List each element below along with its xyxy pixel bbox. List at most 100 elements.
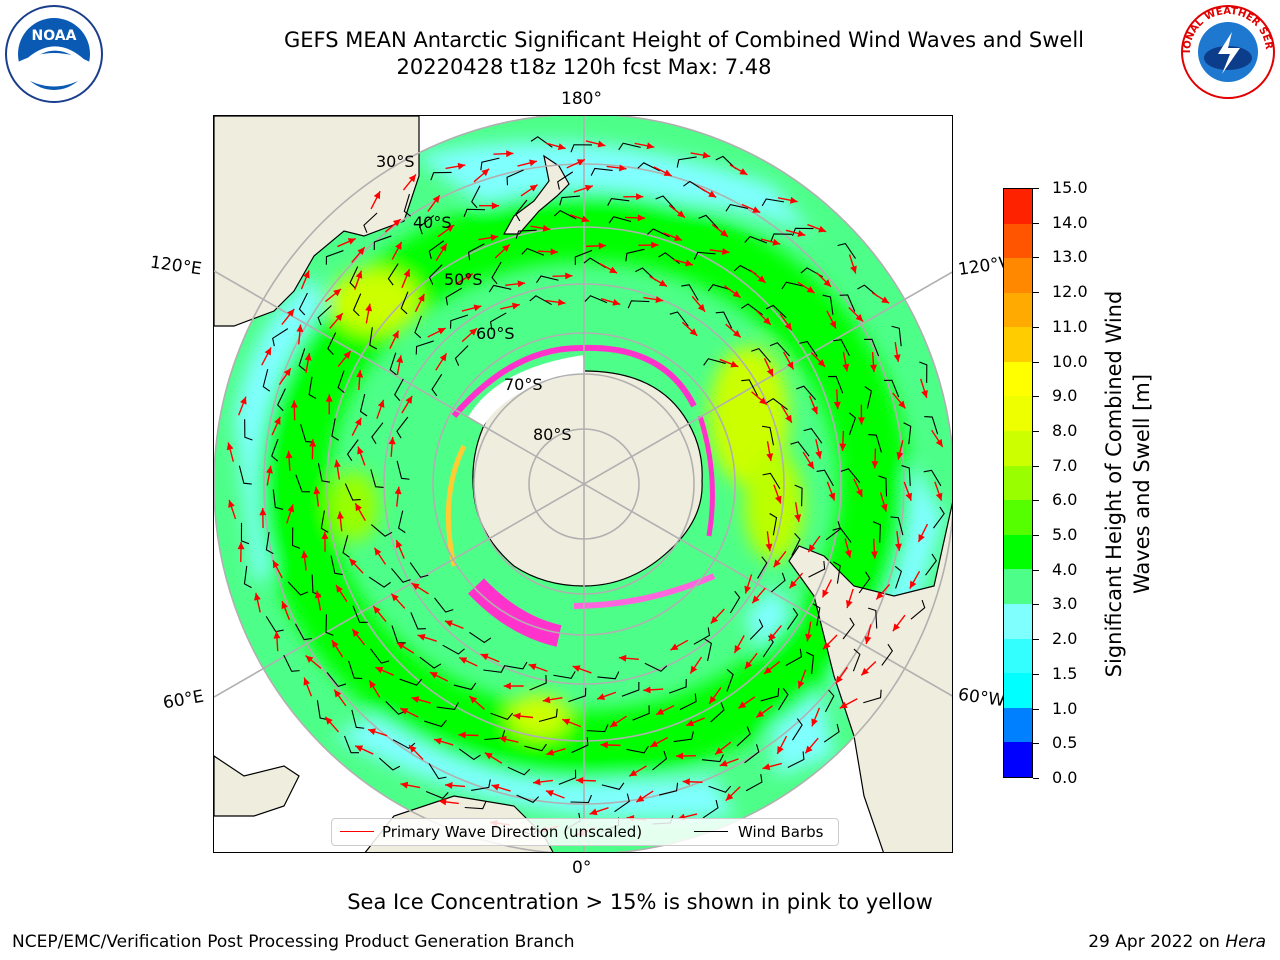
wave-arrow-head xyxy=(281,601,289,610)
wind-barb xyxy=(538,708,558,723)
wave-arrow-head xyxy=(335,313,343,321)
wave-arrow-head xyxy=(417,634,426,641)
footer-date-text: 29 Apr 2022 on xyxy=(1088,932,1226,952)
wind-barb xyxy=(387,263,399,286)
colorbar-segment xyxy=(1004,604,1032,639)
colorbar-tick xyxy=(1033,430,1039,432)
wave-arrow-head xyxy=(321,531,329,539)
wave-arrow-head xyxy=(677,210,685,218)
wind-barb xyxy=(352,605,368,624)
wind-barb xyxy=(396,460,410,480)
wave-arrow-head xyxy=(254,592,261,601)
wind-barb xyxy=(337,370,345,394)
wave-arrow-head xyxy=(663,169,672,176)
wind-barb xyxy=(469,631,492,644)
wave-arrow-head xyxy=(459,657,468,664)
lat-label-60s: 60°S xyxy=(476,324,515,343)
wind-barb xyxy=(445,287,462,306)
wave-arrow-head xyxy=(575,776,584,784)
wave-arrow-head xyxy=(513,712,521,720)
wave-arrow-head xyxy=(228,499,235,508)
wave-arrow-head xyxy=(797,680,805,689)
wind-barb xyxy=(778,687,789,711)
wave-arrow-head xyxy=(498,735,507,743)
wind-barb xyxy=(536,275,559,283)
wave-arrow-head xyxy=(437,328,446,335)
wave-arrow-head xyxy=(240,396,247,405)
wave-arrow-head xyxy=(417,293,425,302)
wave-arrow-head xyxy=(845,600,853,608)
colorbar-tick xyxy=(1033,535,1039,537)
wave-arrow-head xyxy=(766,453,774,461)
wind-barb xyxy=(453,682,477,691)
wind-barb xyxy=(265,616,284,633)
wind-barb xyxy=(490,712,514,720)
wave-arrow-head xyxy=(600,741,608,749)
wave-arrow-head xyxy=(935,438,943,447)
wave-arrow-head xyxy=(392,219,401,227)
wave-arrow-head xyxy=(354,417,362,426)
wind-barb xyxy=(652,750,668,771)
wave-arrow-head xyxy=(473,304,482,312)
wave-arrow-head xyxy=(823,641,831,650)
wind-barb xyxy=(431,373,443,397)
wave-arrow-head xyxy=(784,322,792,331)
lon-label-0: 0° xyxy=(572,858,592,878)
wave-arrow-head xyxy=(325,394,333,402)
wave-arrow-head xyxy=(336,511,344,519)
wave-arrow-head xyxy=(651,241,659,249)
wind-barb xyxy=(839,294,856,312)
noaa-logo-text: NOAA xyxy=(32,28,77,44)
wave-arrow-head xyxy=(857,417,865,425)
wave-arrow-head xyxy=(457,162,466,170)
wave-direction-legend-line xyxy=(340,831,374,832)
wave-arrow-head xyxy=(581,215,590,223)
colorbar-segment xyxy=(1004,292,1032,328)
wave-arrow-head xyxy=(296,324,304,333)
wind-barb xyxy=(570,794,593,804)
colorbar-segment xyxy=(1004,361,1032,397)
wind-barb xyxy=(434,597,454,613)
wave-direction-arrows xyxy=(226,140,944,836)
wind-barb xyxy=(470,779,491,791)
wave-arrow-head xyxy=(357,247,365,255)
wind-barb xyxy=(344,483,361,501)
wave-arrow-head xyxy=(368,728,376,736)
wind-barb xyxy=(806,651,815,674)
wind-barb xyxy=(715,311,733,329)
wind-barb xyxy=(852,648,861,672)
wave-arrow-head xyxy=(675,752,684,760)
wave-arrow-head xyxy=(396,642,405,650)
wave-arrow-head xyxy=(762,763,771,771)
colorbar-tick-label: 7.0 xyxy=(1052,455,1078,475)
wave-arrow-head xyxy=(490,234,499,242)
wind-barb xyxy=(812,603,821,626)
wind-barb xyxy=(883,379,900,398)
wind-barb xyxy=(770,233,792,242)
wind-barb xyxy=(749,619,764,640)
wave-arrow-head xyxy=(864,636,872,644)
wave-arrow-head xyxy=(786,361,794,370)
wave-arrow-head xyxy=(347,238,356,245)
colorbar-tick-label: 1.5 xyxy=(1052,663,1078,683)
colorbar-segment xyxy=(1004,673,1032,708)
wave-arrow-head xyxy=(811,406,818,415)
wave-arrow-head xyxy=(445,781,453,789)
wind-barb xyxy=(348,660,363,680)
wind-barb xyxy=(762,472,781,490)
wave-arrow-head xyxy=(481,168,490,177)
wind-barb xyxy=(424,719,447,728)
wind-barb xyxy=(529,674,547,691)
colorbar-tick xyxy=(1033,292,1039,294)
wind-barb xyxy=(769,513,778,536)
wind-barb xyxy=(488,284,512,293)
wind-barb xyxy=(796,385,817,401)
colorbar-tick-label: 4.0 xyxy=(1052,559,1078,579)
wind-barb xyxy=(679,693,697,711)
wind-barb xyxy=(637,162,661,172)
wind-barb xyxy=(618,142,641,151)
wave-arrow-head xyxy=(331,640,339,649)
map-legend: Primary Wave Direction (unscaled) Wind B… xyxy=(331,818,839,846)
chart-subtitle: 20220428 t18z 120h fcst Max: 7.48 xyxy=(396,55,772,79)
wave-arrow-head xyxy=(708,190,717,198)
